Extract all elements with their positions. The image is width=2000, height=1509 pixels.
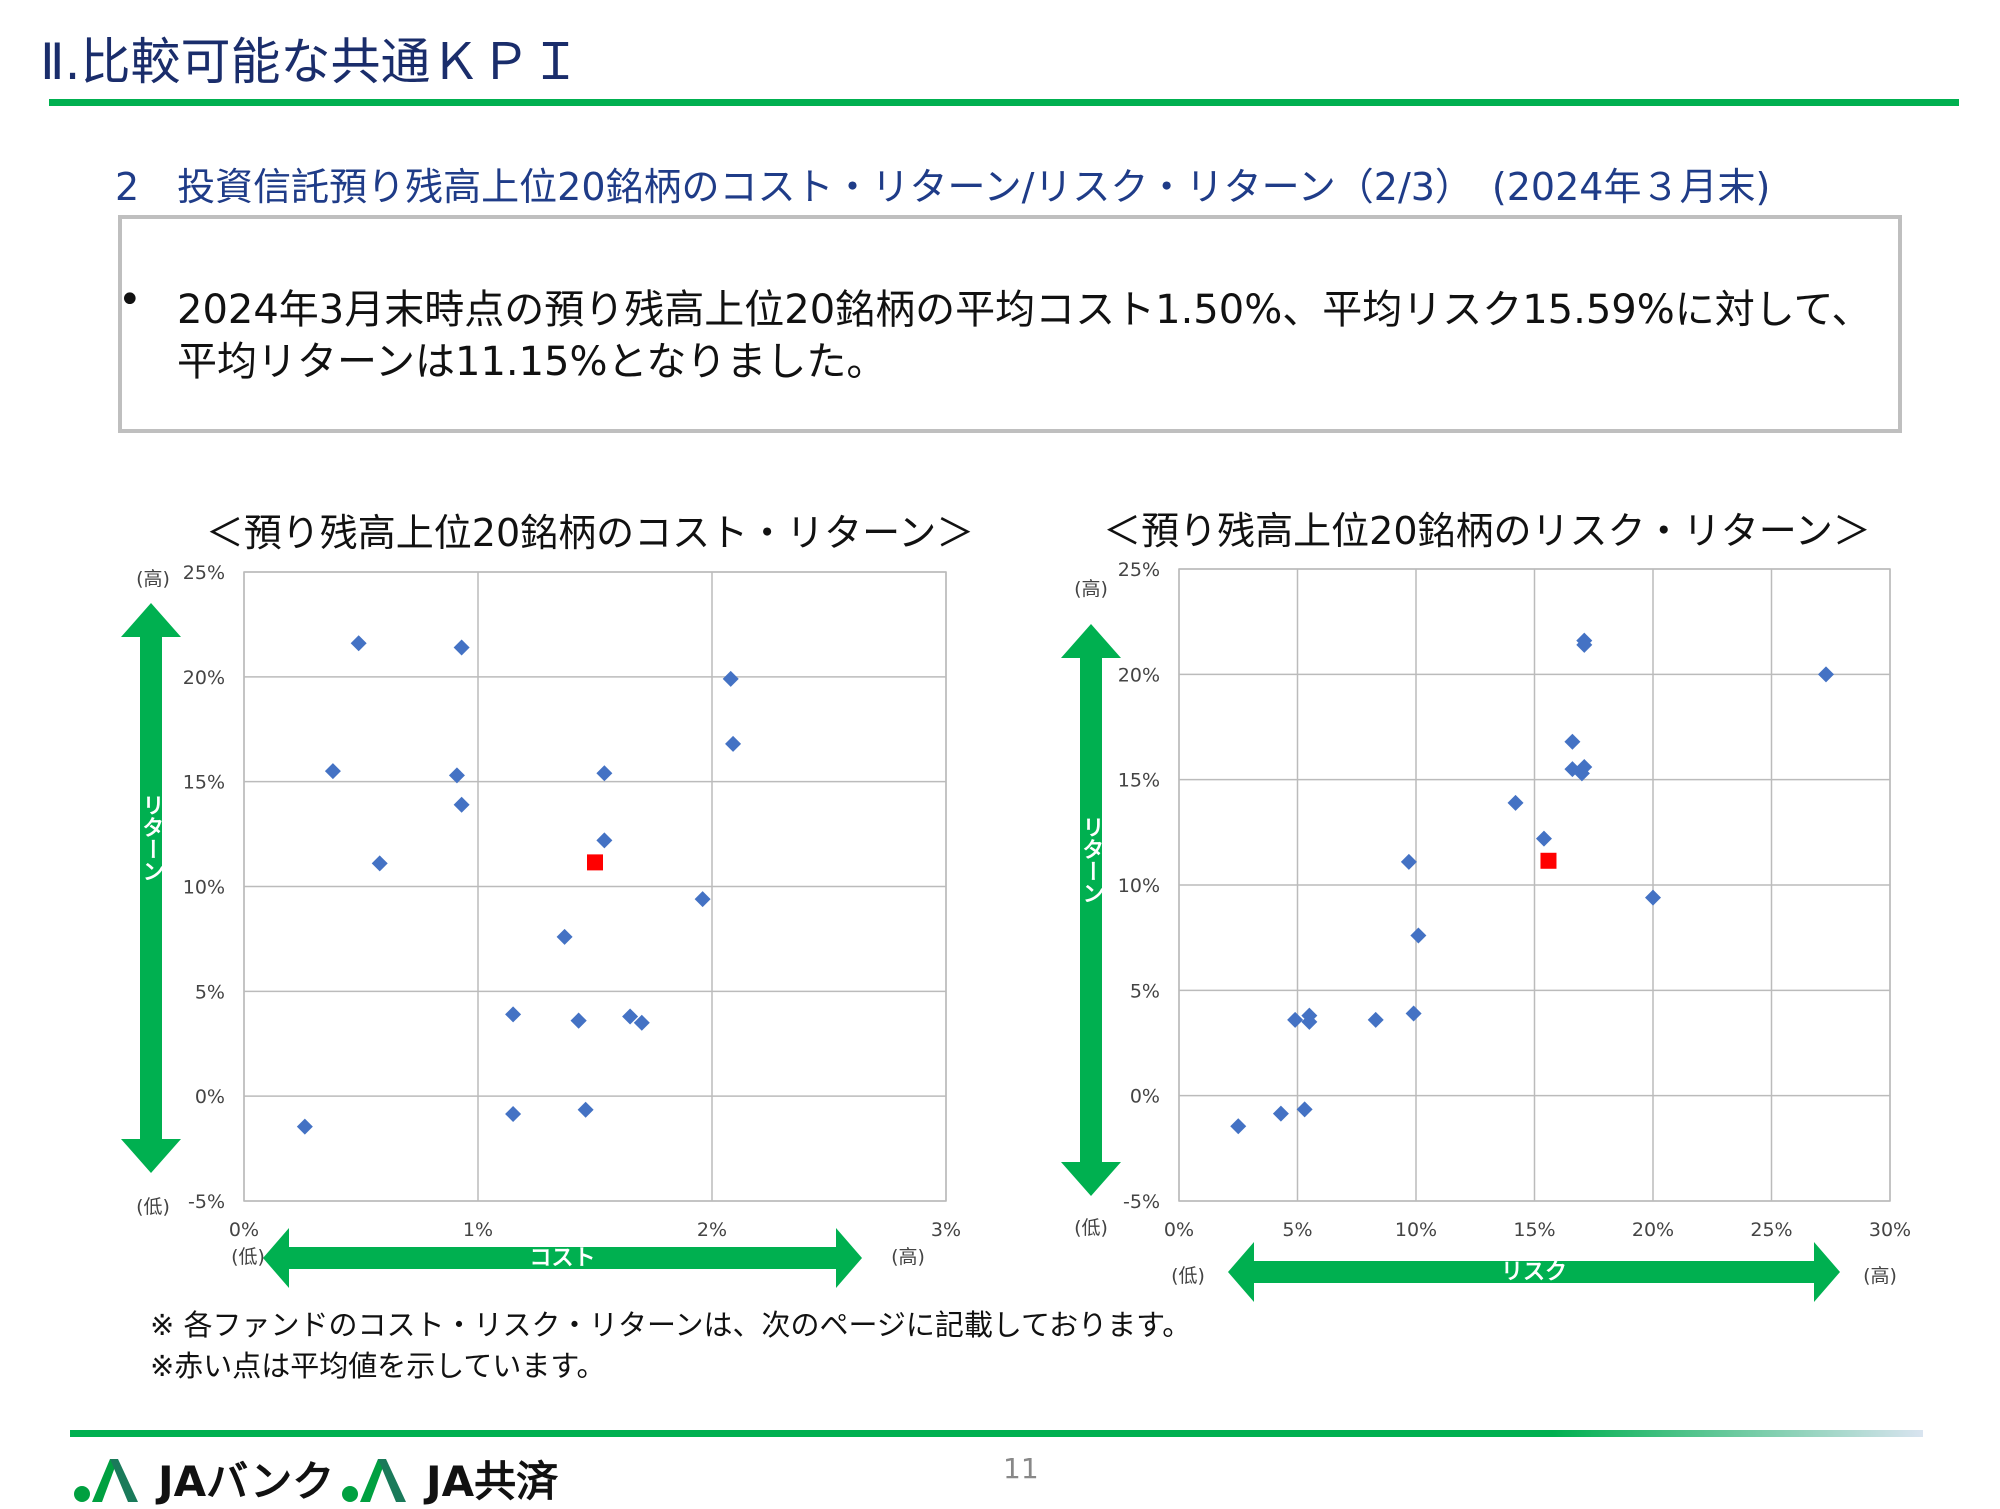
fund-point <box>371 855 388 872</box>
fund-point <box>350 635 367 652</box>
x-high-label: (高) <box>1863 1265 1897 1287</box>
fund-point <box>1507 794 1524 811</box>
y-tick-label: 15% <box>1118 770 1160 792</box>
x-tick-label: 5% <box>1282 1219 1312 1241</box>
y-tick-label: 25% <box>1118 559 1160 581</box>
ja-mark-icon <box>342 1458 406 1502</box>
fund-point <box>622 1008 639 1025</box>
page-number: 11 <box>1003 1452 1039 1485</box>
fund-point <box>505 1006 522 1023</box>
fund-point <box>1400 853 1417 870</box>
x-tick-label: 10% <box>1395 1219 1437 1241</box>
return-axis-arrow <box>121 603 181 1173</box>
fund-point <box>577 1101 594 1118</box>
y-tick-label: 0% <box>195 1086 225 1108</box>
y-tick-label: 15% <box>183 772 225 794</box>
note-2: ※赤い点は平均値を示しています。 <box>150 1349 606 1383</box>
y-tick-label: -5% <box>1123 1191 1160 1213</box>
y-tick-label: 10% <box>1118 875 1160 897</box>
fund-point <box>694 891 711 908</box>
y-tick-label: -5% <box>188 1191 225 1213</box>
fund-point <box>1573 765 1590 782</box>
fund-point <box>296 1118 313 1135</box>
return-axis-arrow <box>1061 624 1121 1196</box>
x-tick-label: 3% <box>931 1219 961 1241</box>
x-low-label: (低) <box>231 1246 265 1268</box>
x-axis-label: リスク <box>1501 1260 1567 1285</box>
fund-point <box>633 1014 650 1031</box>
fund-point <box>596 832 613 849</box>
fund-point <box>453 796 470 813</box>
x-axis-arrow <box>263 1228 862 1288</box>
average-point <box>587 854 603 871</box>
summary-box: • 2024年3月末時点の預り残高上位20銘柄の平均コスト1.50%、平均リスク… <box>118 215 1902 433</box>
note-1: ※ 各ファンドのコスト・リスク・リターンは、次のページに記載しております。 <box>150 1308 1192 1342</box>
y-tick-label: 0% <box>1130 1086 1160 1108</box>
y-axis-label: リターン <box>139 794 164 882</box>
y-axis-label: リターン <box>1079 816 1104 904</box>
ja-bank-logo-text: JAバンク <box>158 1457 335 1506</box>
fund-point <box>1405 1005 1422 1022</box>
y-high-label: (高) <box>136 568 170 590</box>
y-tick-label: 20% <box>1118 664 1160 686</box>
fund-point <box>1287 1011 1304 1028</box>
x-tick-label: 15% <box>1513 1219 1555 1241</box>
y-tick-label: 20% <box>183 667 225 689</box>
x-axis-arrow <box>1228 1242 1840 1302</box>
x-tick-label: 20% <box>1632 1219 1674 1241</box>
fund-point <box>448 767 465 784</box>
x-tick-label: 1% <box>463 1219 493 1241</box>
x-low-label: (低) <box>1171 1265 1205 1287</box>
x-tick-label: 2% <box>697 1219 727 1241</box>
risk-return-chart-title: ＜預り残高上位20銘柄のリスク・リターン＞ <box>1103 509 1871 553</box>
average-point <box>1540 852 1557 869</box>
y-tick-label: 25% <box>183 562 225 584</box>
fund-point <box>556 928 573 945</box>
section-subtitle: 2 投資信託預り残高上位20銘柄のコスト・リターン/リスク・リターン（2/3） … <box>115 165 1771 209</box>
fund-point <box>1564 733 1581 750</box>
y-high-label: (高) <box>1074 578 1108 600</box>
y-low-label: (低) <box>136 1196 170 1218</box>
fund-point <box>1301 1013 1318 1030</box>
x-tick-label: 0% <box>1164 1219 1194 1241</box>
y-tick-label: 10% <box>183 877 225 899</box>
x-tick-label: 0% <box>229 1219 259 1241</box>
fund-point <box>1230 1118 1247 1135</box>
y-low-label: (低) <box>1074 1217 1108 1239</box>
fund-point <box>1296 1101 1313 1118</box>
fund-point <box>596 765 613 782</box>
fund-point <box>1645 889 1661 906</box>
ja-kyosai-logo-text: JA共済 <box>426 1457 559 1506</box>
fund-point <box>324 763 341 780</box>
y-tick-label: 5% <box>195 981 225 1003</box>
fund-point <box>1535 830 1552 847</box>
fund-point <box>505 1105 522 1122</box>
ja-mark-icon <box>74 1458 138 1502</box>
fund-point <box>1410 927 1427 944</box>
fund-point <box>1576 636 1593 653</box>
x-axis-label: コスト <box>529 1246 595 1271</box>
fund-point <box>453 639 470 656</box>
fund-point <box>722 670 739 687</box>
fund-point <box>1272 1105 1289 1122</box>
summary-line-1: 2024年3月末時点の預り残高上位20銘柄の平均コスト1.50%、平均リスク15… <box>177 287 1872 333</box>
fund-point <box>1818 666 1835 683</box>
bullet-marker: • <box>118 277 142 323</box>
title-divider <box>49 99 1959 106</box>
ja-bank-logo: JAバンク <box>72 1448 334 1509</box>
fund-point <box>1367 1011 1384 1028</box>
cost-return-chart-title: ＜預り残高上位20銘柄のコスト・リターン＞ <box>205 511 975 555</box>
footer-divider <box>70 1430 1923 1437</box>
y-tick-label: 5% <box>1130 980 1160 1002</box>
fund-point <box>570 1012 587 1029</box>
x-tick-label: 30% <box>1869 1219 1911 1241</box>
ja-kyosai-logo: JA共済 <box>340 1448 558 1509</box>
summary-line-2: 平均リターンは11.15%となりました。 <box>177 339 887 385</box>
x-high-label: (高) <box>891 1246 925 1268</box>
fund-point <box>725 735 742 752</box>
page-title: Ⅱ.比較可能な共通ＫＰＩ <box>40 33 581 91</box>
x-tick-label: 25% <box>1750 1219 1792 1241</box>
